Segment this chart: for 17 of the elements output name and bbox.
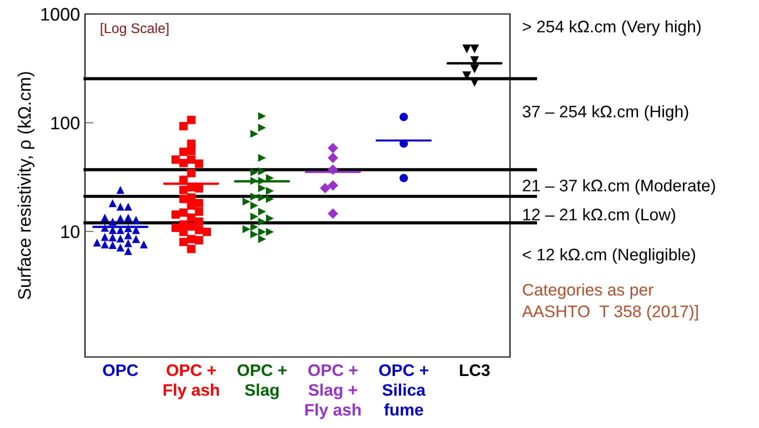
x-tick-label: OPC (103, 364, 138, 376)
x-tick-label: OPC + Slag + Fly ash (305, 364, 361, 419)
y-tick-label: 100 (51, 116, 80, 130)
y-tick-label: 1000 (41, 8, 80, 21)
x-tick-label: OPC + Silica fume (379, 364, 428, 416)
y-axis-title: Surface resistivity, ρ (kΩ.cm) (18, 72, 34, 300)
annotation: > 254 kΩ.cm (Very high) (522, 20, 701, 36)
y-tick-label: 10 (61, 225, 80, 238)
x-tick-label: OPC + Slag (238, 364, 287, 400)
annotation: 21 – 37 kΩ.cm (Moderate) (522, 179, 715, 195)
x-tick-label: LC3 (460, 364, 490, 376)
annotation: 37 – 254 kΩ.cm (High) (522, 105, 688, 121)
annotation: 12 – 21 kΩ.cm (Low) (523, 208, 676, 224)
x-tick-label: OPC + Fly ash (164, 364, 219, 400)
annotation: [Log Scale] (100, 22, 168, 36)
annotation: Categories as per AASHTO T 358 (2017)] (522, 283, 698, 321)
annotation: < 12 kΩ.cm (Negligible) (522, 248, 696, 264)
